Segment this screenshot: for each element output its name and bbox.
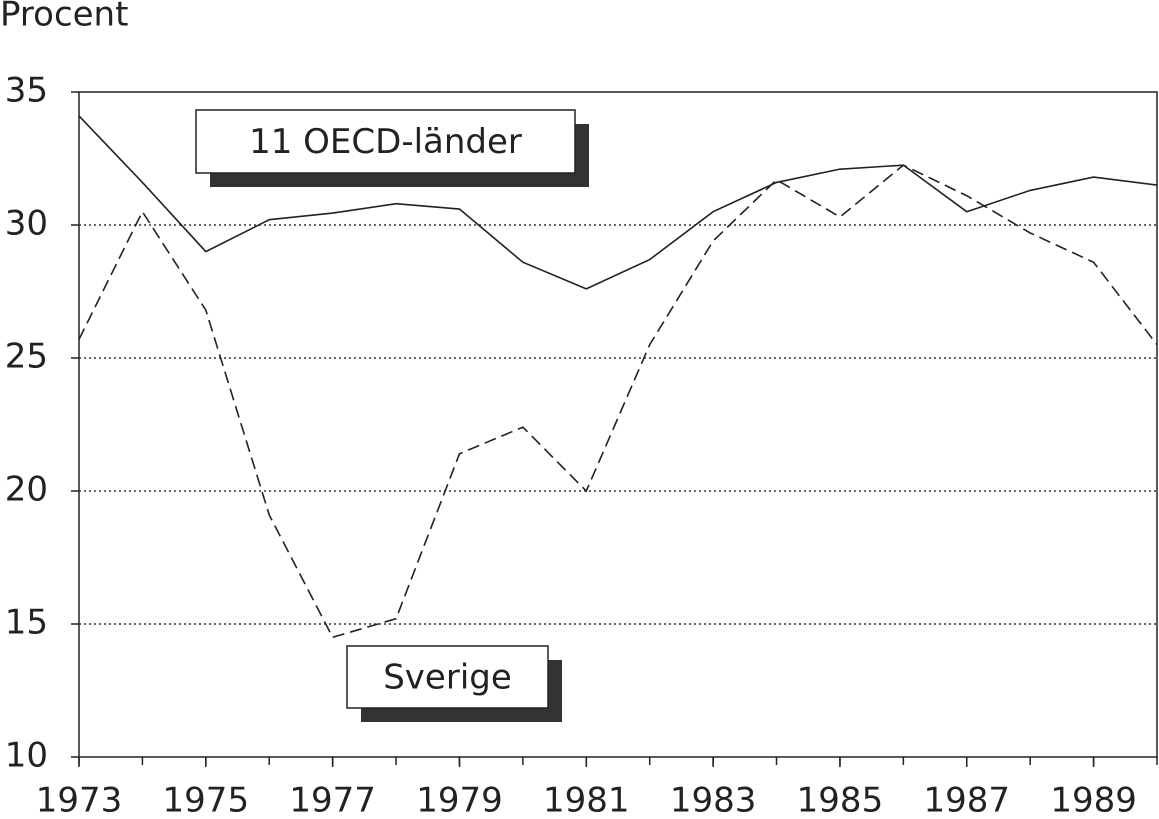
x-tick-label: 1987: [923, 781, 1010, 819]
y-tick-label: 30: [5, 204, 48, 244]
y-tick-label: 35: [5, 71, 48, 111]
y-tick-label: 15: [5, 603, 48, 643]
y-tick-label: 25: [5, 337, 48, 377]
legend-label: 11 OECD-länder: [249, 122, 522, 162]
x-tick-label: 1975: [163, 781, 250, 819]
x-tick-label: 1989: [1050, 781, 1137, 819]
legend-label: Sverige: [383, 658, 512, 698]
y-tick-label: 20: [5, 470, 48, 510]
x-tick-label: 1983: [670, 781, 757, 819]
x-tick-label: 1985: [797, 781, 884, 819]
x-tick-label: 1981: [543, 781, 630, 819]
y-tick-label: 10: [5, 736, 48, 776]
x-tick-label: 1979: [416, 781, 503, 819]
label-box: [195, 109, 576, 174]
x-tick-label: 1973: [36, 781, 123, 819]
x-tick-label: 1977: [289, 781, 376, 819]
series-line: [78, 164, 1158, 639]
plot-frame: [78, 91, 1158, 758]
y-axis-title: Procent: [0, 0, 128, 35]
series-line: [78, 115, 1158, 290]
label-box: [346, 645, 549, 709]
